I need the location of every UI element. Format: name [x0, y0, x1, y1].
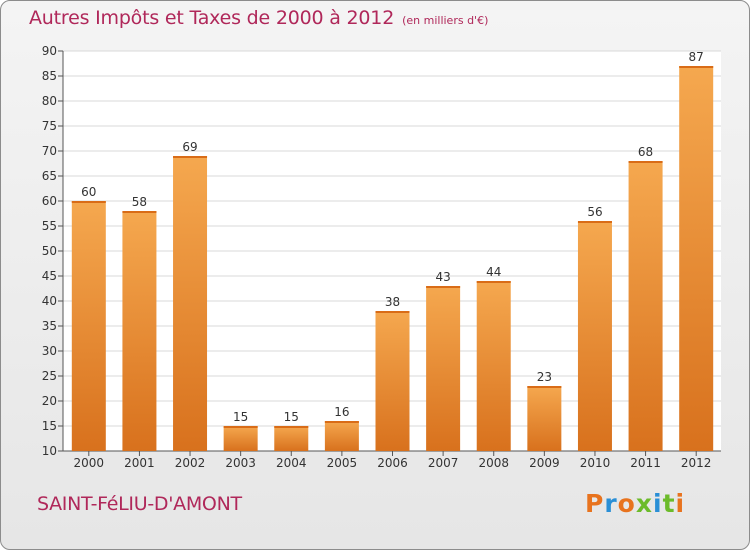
- bar: [476, 281, 511, 451]
- bar: [71, 201, 106, 451]
- bar-top-edge: [679, 66, 714, 68]
- x-tick-label: 2006: [377, 456, 408, 470]
- brand-letter: i: [653, 489, 663, 518]
- y-tick-label: 70: [42, 144, 57, 158]
- bar-value-label: 60: [81, 185, 96, 199]
- bar-top-edge: [122, 211, 157, 213]
- x-tick-label: 2001: [124, 456, 155, 470]
- bar-group: 68: [628, 145, 663, 451]
- bar-group: 23: [527, 370, 562, 451]
- brand-letter: o: [617, 489, 636, 518]
- bar: [274, 426, 309, 451]
- x-tick-label: 2009: [529, 456, 560, 470]
- bar: [324, 421, 359, 451]
- bar: [223, 426, 258, 451]
- y-tick-label: 30: [42, 344, 57, 358]
- bar: [628, 161, 663, 451]
- bar-group: 15: [274, 410, 309, 451]
- y-tick-label: 45: [42, 269, 57, 283]
- y-tick-label: 85: [42, 69, 57, 83]
- y-tick-label: 35: [42, 319, 57, 333]
- bar-top-edge: [375, 311, 410, 313]
- x-tick-label: 2007: [428, 456, 459, 470]
- chart-subtitle: (en milliers d'€): [402, 14, 489, 27]
- bar-top-edge: [324, 421, 359, 423]
- brand-letter: i: [675, 489, 686, 518]
- bar-group: 56: [577, 205, 612, 451]
- y-tick-label: 25: [42, 369, 57, 383]
- bar-group: 43: [426, 270, 461, 451]
- x-tick-label: 2000: [74, 456, 105, 470]
- y-tick-label: 40: [42, 294, 57, 308]
- bar-top-edge: [476, 281, 511, 283]
- x-tick-label: 2005: [327, 456, 358, 470]
- bar-top-edge: [426, 286, 461, 288]
- bar-value-label: 58: [132, 195, 147, 209]
- x-tick-label: 2008: [478, 456, 509, 470]
- bar: [527, 386, 562, 451]
- bar-value-label: 68: [638, 145, 653, 159]
- title-row: Autres Impôts et Taxes de 2000 à 2012 (e…: [29, 7, 488, 29]
- brand-letter: x: [635, 489, 653, 518]
- bar-group: 44: [476, 265, 511, 451]
- commune-name: SAINT-FéLIU-D'AMONT: [37, 493, 242, 515]
- bar-group: 38: [375, 295, 410, 451]
- bar-top-edge: [577, 221, 612, 223]
- x-tick-label: 2002: [175, 456, 206, 470]
- x-tick-label: 2003: [225, 456, 256, 470]
- y-tick-label: 60: [42, 194, 57, 208]
- y-tick-label: 55: [42, 219, 57, 233]
- brand-letter: t: [662, 489, 676, 518]
- y-tick-label: 65: [42, 169, 57, 183]
- bar-value-label: 23: [537, 370, 552, 384]
- y-tick-label: 15: [42, 419, 57, 433]
- bar-top-edge: [628, 161, 663, 163]
- x-tick-label: 2004: [276, 456, 307, 470]
- bar-group: 87: [679, 50, 714, 451]
- bar: [173, 156, 208, 451]
- bar-value-label: 15: [233, 410, 248, 424]
- y-tick-label: 90: [42, 44, 57, 58]
- bar-top-edge: [527, 386, 562, 388]
- bar-top-edge: [71, 201, 106, 203]
- bar: [426, 286, 461, 451]
- y-tick-label: 80: [42, 94, 57, 108]
- brand-letter: P: [585, 489, 605, 518]
- x-tick-label: 2010: [580, 456, 611, 470]
- bar: [679, 66, 714, 451]
- bar-value-label: 56: [587, 205, 602, 219]
- bar-value-label: 16: [334, 405, 349, 419]
- y-tick-label: 10: [42, 444, 57, 458]
- bar-value-label: 43: [435, 270, 450, 284]
- bar: [375, 311, 410, 451]
- y-tick-label: 75: [42, 119, 57, 133]
- bar-value-label: 69: [182, 140, 197, 154]
- chart-title: Autres Impôts et Taxes de 2000 à 2012: [29, 7, 395, 29]
- y-tick-label: 50: [42, 244, 57, 258]
- bar-group: 58: [122, 195, 157, 451]
- bar-group: 15: [223, 410, 258, 451]
- bar: [122, 211, 157, 451]
- x-tick-label: 2011: [630, 456, 661, 470]
- bar-group: 60: [71, 185, 106, 451]
- bar-value-label: 44: [486, 265, 501, 279]
- bar-top-edge: [223, 426, 258, 428]
- bar-group: 69: [173, 140, 208, 451]
- bar-value-label: 15: [284, 410, 299, 424]
- x-tick-label: 2012: [681, 456, 712, 470]
- bar-value-label: 87: [689, 50, 704, 64]
- bar: [577, 221, 612, 451]
- brand-logo: Proxiti: [585, 489, 685, 518]
- bar-group: 16: [324, 405, 359, 451]
- bar-top-edge: [274, 426, 309, 428]
- brand-letter: r: [604, 489, 618, 518]
- y-tick-label: 20: [42, 394, 57, 408]
- bar-top-edge: [173, 156, 208, 158]
- bar-value-label: 38: [385, 295, 400, 309]
